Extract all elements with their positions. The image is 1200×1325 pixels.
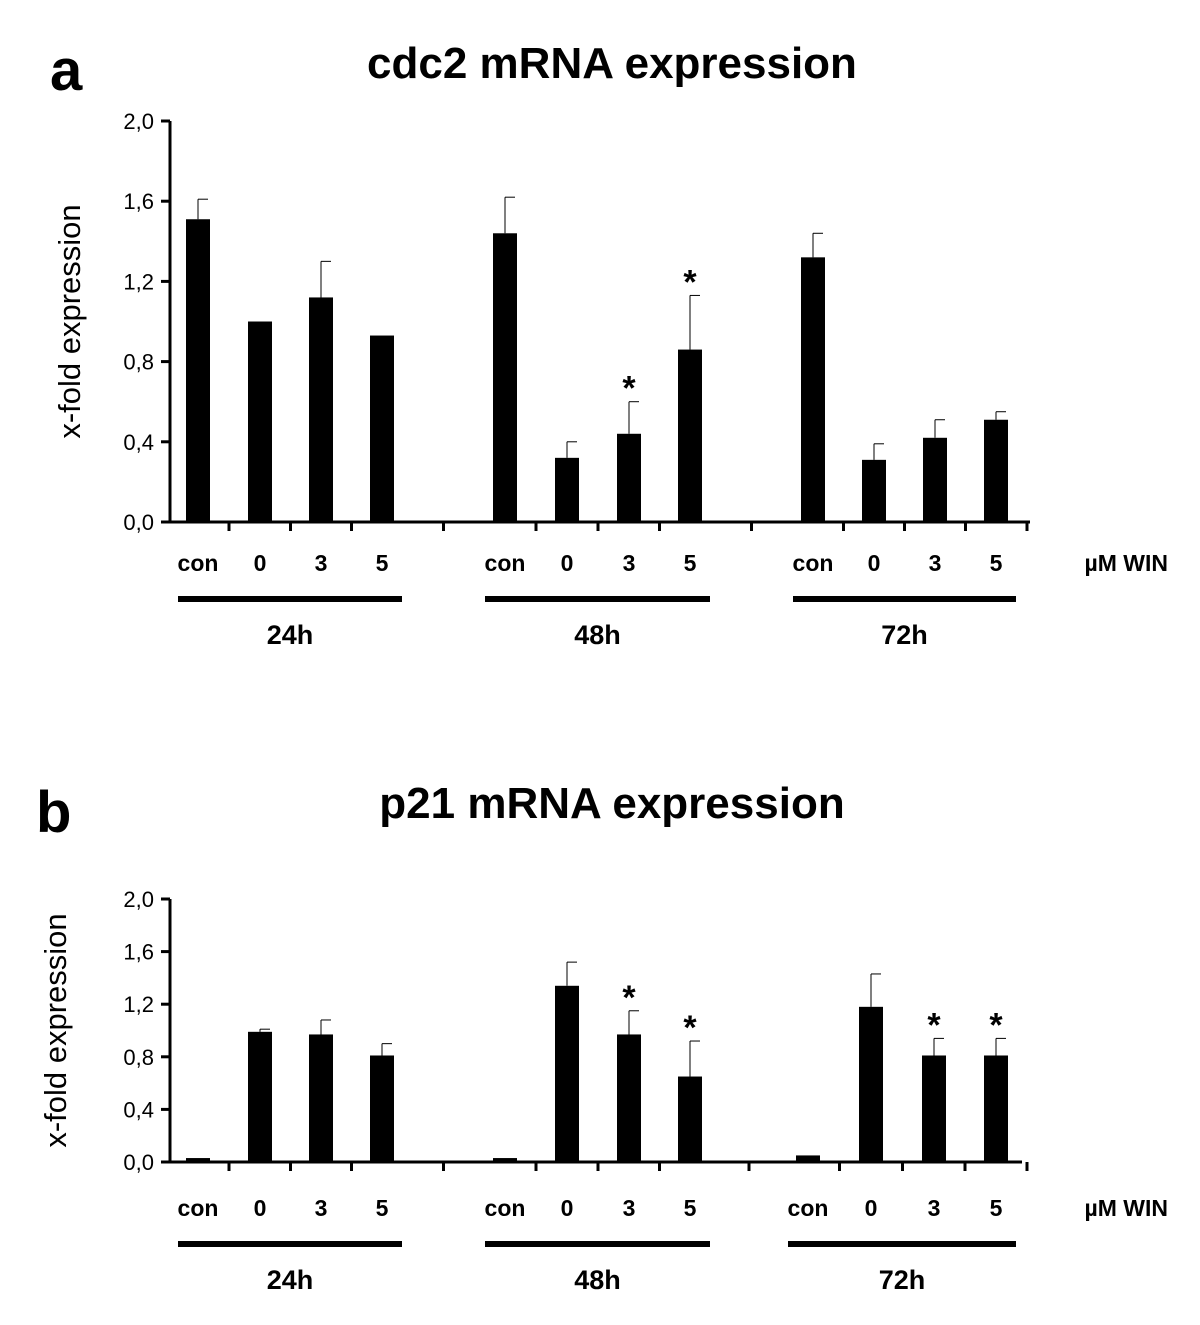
- bar-24h-3: [309, 297, 333, 522]
- bar-24h-3: [309, 1034, 333, 1162]
- category-label: 3: [928, 1195, 941, 1221]
- group-label: 24h: [267, 620, 314, 650]
- bar-24h-con: [186, 1158, 210, 1162]
- y-tick-label: 0,4: [123, 430, 154, 455]
- panel-letter: b: [36, 780, 71, 845]
- group-label: 48h: [574, 620, 621, 650]
- category-label: 0: [561, 1195, 574, 1221]
- group-bracket: [793, 596, 1016, 602]
- category-label: 3: [623, 1195, 636, 1221]
- bar-72h-0: [862, 459, 886, 522]
- panel-letter: a: [50, 38, 83, 103]
- category-label: con: [485, 550, 526, 576]
- significance-marker: *: [683, 263, 697, 301]
- category-label: 0: [254, 550, 267, 576]
- bar-48h-0: [555, 457, 579, 522]
- category-label: con: [788, 1195, 829, 1221]
- category-label: 0: [868, 550, 881, 576]
- y-tick-label: 2,0: [123, 109, 154, 134]
- bar-24h-0: [248, 1031, 272, 1162]
- category-label: 3: [315, 1195, 328, 1221]
- significance-marker: *: [989, 1006, 1003, 1044]
- category-label: 5: [376, 550, 389, 576]
- bar-48h-0: [555, 985, 579, 1162]
- category-label: con: [178, 1195, 219, 1221]
- unit-label: µM WIN: [1084, 1195, 1168, 1221]
- y-tick-label: 0,8: [123, 350, 154, 375]
- bar-48h-con: [493, 233, 517, 522]
- group-bracket: [178, 1241, 402, 1247]
- bar-48h-3: [617, 1034, 641, 1162]
- bar-24h-0: [248, 321, 272, 522]
- significance-marker: *: [622, 370, 636, 408]
- unit-label: µM WIN: [1084, 550, 1168, 576]
- bar-72h-3: [923, 437, 947, 522]
- y-axis-label: x-fold expression: [38, 913, 73, 1147]
- y-tick-label: 1,2: [123, 992, 154, 1017]
- y-tick-label: 0,0: [123, 510, 154, 535]
- bar-72h-con: [801, 257, 825, 522]
- y-tick-label: 0,8: [123, 1045, 154, 1070]
- group-bracket: [485, 596, 710, 602]
- group-label: 72h: [881, 620, 928, 650]
- y-axis-label: x-fold expression: [52, 204, 87, 438]
- bar-72h-3: [922, 1055, 946, 1162]
- category-label: 5: [684, 550, 697, 576]
- category-label: 5: [990, 550, 1003, 576]
- bar-48h-5: [678, 1076, 702, 1162]
- bar-24h-5: [370, 335, 394, 522]
- chart-panel-b: b p21 mRNA expression x-fold expression 0,0…: [36, 779, 1168, 1295]
- category-label: 5: [684, 1195, 697, 1221]
- bar-24h-5: [370, 1055, 394, 1162]
- group-bracket: [178, 596, 402, 602]
- category-label: con: [793, 550, 834, 576]
- chart-title: p21 mRNA expression: [379, 779, 844, 828]
- category-label: 0: [865, 1195, 878, 1221]
- y-tick-label: 1,2: [123, 269, 154, 294]
- bar-48h-5: [678, 349, 702, 522]
- category-label: 3: [623, 550, 636, 576]
- category-label: 3: [315, 550, 328, 576]
- bar-48h-3: [617, 433, 641, 522]
- significance-marker: *: [622, 979, 636, 1017]
- group-bracket: [788, 1241, 1016, 1247]
- y-tick-label: 1,6: [123, 940, 154, 965]
- bar-72h-5: [984, 419, 1008, 522]
- significance-marker: *: [683, 1009, 697, 1047]
- y-tick-label: 0,0: [123, 1150, 154, 1175]
- bar-72h-0: [859, 1006, 883, 1162]
- category-label: 5: [990, 1195, 1003, 1221]
- bar-72h-con: [796, 1155, 820, 1162]
- group-label: 24h: [267, 1265, 314, 1295]
- bar-24h-con: [186, 219, 210, 522]
- category-label: 5: [376, 1195, 389, 1221]
- group-label: 48h: [574, 1265, 621, 1295]
- y-tick-label: 0,4: [123, 1097, 154, 1122]
- category-label: 0: [254, 1195, 267, 1221]
- bar-48h-con: [493, 1158, 517, 1162]
- bar-72h-5: [984, 1055, 1008, 1162]
- category-label: con: [178, 550, 219, 576]
- chart-panel-a: a cdc2 mRNA expression x-fold expression 0,…: [50, 38, 1168, 650]
- y-tick-label: 2,0: [123, 887, 154, 912]
- group-label: 72h: [879, 1265, 926, 1295]
- chart-title: cdc2 mRNA expression: [367, 39, 857, 88]
- category-label: 0: [561, 550, 574, 576]
- category-label: con: [485, 1195, 526, 1221]
- category-label: 3: [929, 550, 942, 576]
- group-bracket: [485, 1241, 710, 1247]
- y-tick-label: 1,6: [123, 189, 154, 214]
- significance-marker: *: [927, 1006, 941, 1044]
